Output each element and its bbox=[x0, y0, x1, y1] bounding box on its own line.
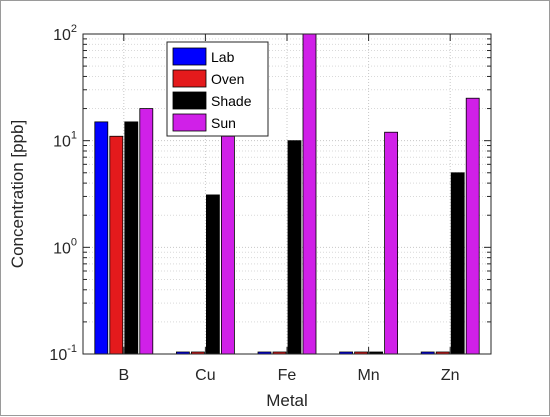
bar-sun-fe bbox=[302, 33, 317, 355]
x-tick-label-b: B bbox=[118, 367, 129, 384]
y-tick-label: 101 bbox=[53, 130, 77, 151]
legend-swatch-lab bbox=[172, 47, 207, 66]
legend-label-sun: Sun bbox=[211, 115, 236, 131]
x-tick-label-cu: Cu bbox=[195, 367, 215, 384]
legend-swatch-shade bbox=[172, 91, 207, 110]
bar-shade-fe bbox=[287, 140, 302, 355]
y-tick-label: 10-1 bbox=[49, 343, 77, 364]
y-tick-label: 100 bbox=[53, 236, 77, 257]
bars bbox=[94, 33, 480, 355]
y-tick-label: 102 bbox=[53, 23, 77, 44]
legend-swatch-oven bbox=[172, 69, 207, 88]
bar-oven-b bbox=[109, 135, 124, 355]
bar-lab-b bbox=[94, 121, 109, 355]
legend-label-oven: Oven bbox=[211, 71, 244, 87]
x-tick-label-fe: Fe bbox=[278, 367, 297, 384]
legend: Lab Oven Shade Sun bbox=[166, 41, 269, 137]
legend-label-shade: Shade bbox=[211, 93, 252, 109]
y-axis-label: Concentration [ppb] bbox=[8, 120, 27, 268]
x-tick-label-zn: Zn bbox=[441, 367, 460, 384]
grid bbox=[83, 33, 491, 355]
bar-shade-zn bbox=[450, 172, 465, 355]
axis-ticks: 10-1 100 101 102 B Cu Fe Mn Zn bbox=[49, 23, 491, 384]
bar-sun-b bbox=[139, 108, 154, 355]
bar-sun-zn bbox=[465, 97, 480, 355]
x-tick-label-mn: Mn bbox=[357, 367, 379, 384]
bar-sun-cu bbox=[220, 135, 235, 355]
bar-sun-mn bbox=[384, 131, 399, 355]
legend-label-lab: Lab bbox=[211, 49, 235, 65]
x-axis-label: Metal bbox=[266, 391, 308, 410]
legend-swatch-sun bbox=[172, 113, 207, 132]
bar-shade-b bbox=[124, 121, 139, 355]
bar-shade-cu bbox=[205, 194, 220, 355]
